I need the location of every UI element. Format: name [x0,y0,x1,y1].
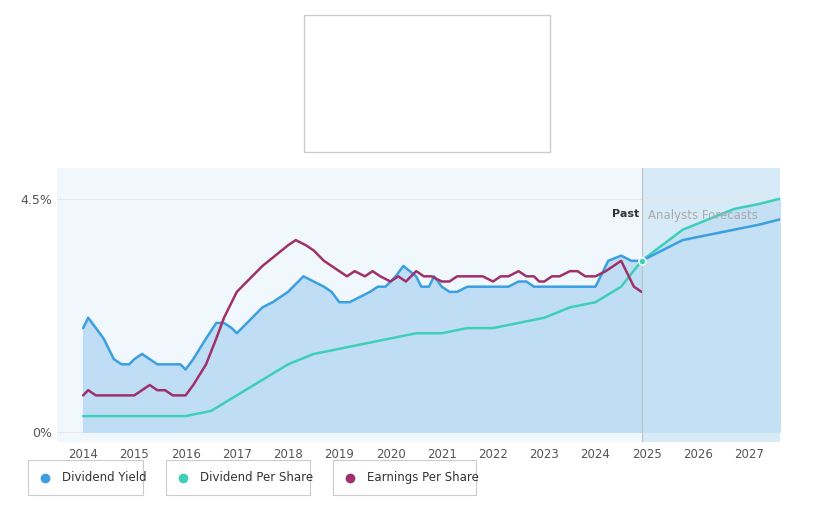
Text: Past: Past [612,209,639,219]
FancyBboxPatch shape [28,460,143,495]
Text: Dividend Yield: Dividend Yield [321,70,401,80]
Text: Dividend Per Share: Dividend Per Share [200,471,314,484]
Text: /yr: /yr [471,70,490,80]
Bar [641,168,780,442]
Bar [57,168,641,442]
Text: Analysts Forecasts: Analysts Forecasts [648,209,758,222]
Text: Dividend Per Share: Dividend Per Share [321,107,428,117]
Text: JP¥90,000: JP¥90,000 [439,107,502,117]
FancyBboxPatch shape [333,460,476,495]
Text: 3.3%: 3.3% [439,70,470,80]
FancyBboxPatch shape [166,460,310,495]
Text: Earnings Per Share: Earnings Per Share [321,141,427,151]
Text: Earnings Per Share: Earnings Per Share [367,471,479,484]
Text: /yr: /yr [506,107,525,117]
Text: Dividend Yield: Dividend Yield [62,471,147,484]
Text: No data: No data [439,141,483,151]
FancyBboxPatch shape [304,15,550,152]
Text: Nov 29 2024: Nov 29 2024 [321,29,409,42]
